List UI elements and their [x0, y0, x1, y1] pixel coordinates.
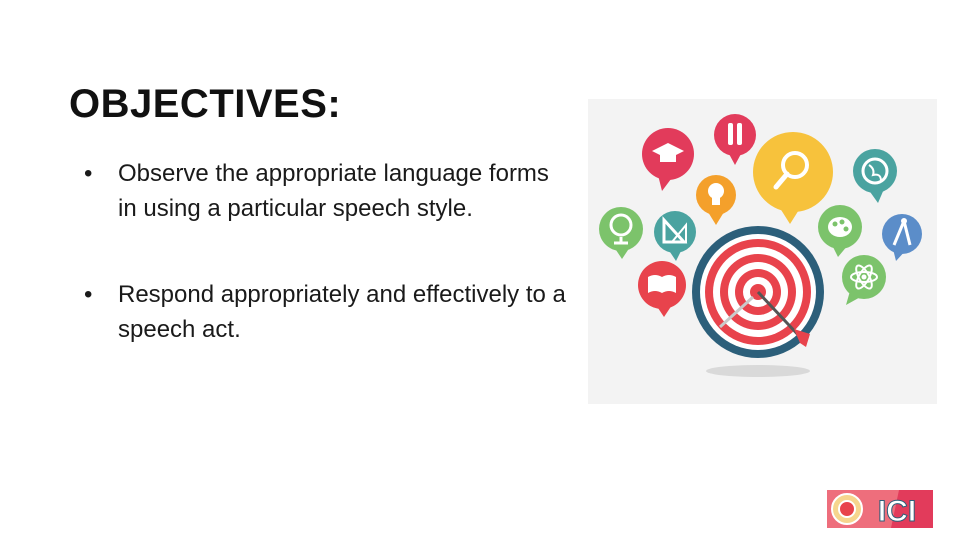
pencils-icon: [714, 114, 756, 165]
logo-text: ICI: [878, 495, 916, 528]
slide-title: OBJECTIVES:: [69, 82, 342, 126]
lightbulb-icon: [696, 175, 736, 225]
target-illustration: [588, 99, 937, 404]
magnifier-icon: [753, 132, 833, 224]
globe-stand-icon: [599, 207, 643, 259]
ici-logo: ICI: [827, 488, 933, 530]
atom-icon: [842, 255, 886, 305]
graduation-cap-icon: [642, 128, 694, 191]
bullet-marker: •: [84, 160, 93, 187]
bullet-marker: •: [84, 281, 93, 308]
arrow-icon: [718, 290, 810, 347]
globe-icon: [853, 149, 897, 203]
objectives-list: • Observe the appropriate language forms…: [84, 156, 574, 347]
list-item: • Respond appropriately and effectively …: [84, 277, 574, 347]
book-icon: [638, 261, 686, 317]
palette-icon: [818, 205, 862, 257]
set-squares-icon: [654, 211, 696, 261]
bullet-text: Observe the appropriate language forms i…: [118, 160, 549, 222]
list-item: • Observe the appropriate language forms…: [84, 156, 574, 226]
bullet-text: Respond appropriately and effectively to…: [118, 281, 566, 343]
compass-icon: [882, 214, 922, 261]
